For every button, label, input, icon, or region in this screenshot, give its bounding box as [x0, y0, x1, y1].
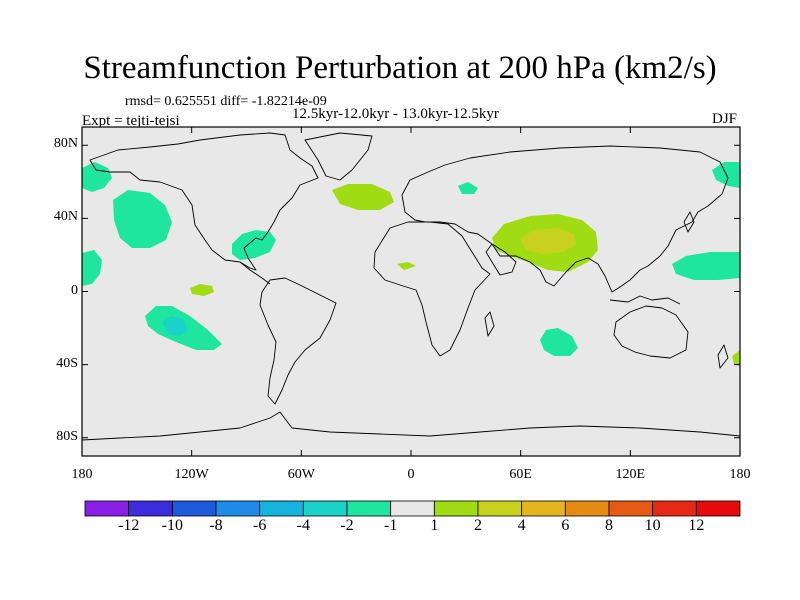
- colorbar-label: 10: [644, 517, 661, 534]
- coast-arabia: [485, 243, 517, 276]
- x-tick-label: 60W: [287, 467, 315, 482]
- colorbar-swatch: [84, 500, 130, 517]
- contour-south-indian-ocean-negative: [540, 328, 578, 356]
- coast-australia: [613, 305, 689, 359]
- colorbar-swatch: [302, 500, 348, 517]
- contour-west-pacific-negative: [672, 252, 740, 280]
- y-tick-label: 40S: [56, 355, 78, 371]
- colorbar-swatch: [215, 500, 261, 517]
- colorbar-swatch: [259, 500, 304, 517]
- experiment-label: Expt = tejti-tejsi: [82, 113, 180, 129]
- colorbar-label: -2: [340, 517, 354, 534]
- colorbar-swatch: [608, 500, 654, 517]
- coast-madagascar: [484, 311, 495, 337]
- coast-japan: [683, 211, 695, 233]
- contour-tropical-pacific-positive: [190, 284, 214, 296]
- coast-indonesia: [609, 295, 681, 305]
- contour-eurasia-negative: [458, 182, 478, 194]
- colorbar-label: 6: [561, 517, 570, 534]
- season-label: DJF: [712, 111, 738, 127]
- coast-central-america: [239, 261, 271, 285]
- colorbar-label: -8: [209, 517, 223, 534]
- contour-gulf-of-mexico-negative: [232, 230, 276, 260]
- colorbar-label: 4: [517, 517, 526, 534]
- colorbar-label: -1: [383, 517, 398, 534]
- coast-eurasia: [401, 145, 729, 293]
- map-background: [82, 127, 740, 456]
- colorbar-swatch: [128, 500, 173, 517]
- stats-label: rmsd= 0.625551 diff= -1.82214e-09: [125, 94, 327, 109]
- colorbar-swatch: [564, 500, 610, 517]
- colorbar-label: -12: [117, 517, 140, 534]
- x-tick-label: 120W: [174, 467, 209, 482]
- experiment-periods-label: 12.5kyr-12.0kyr - 13.0kyr-12.5kyr: [292, 106, 499, 122]
- contour-west-africa-positive: [397, 262, 416, 270]
- colorbar-swatch: [477, 500, 523, 517]
- x-tick-label: 60E: [509, 467, 532, 482]
- colorbar-swatch: [171, 500, 217, 517]
- contour-south-pacific-core: [162, 316, 188, 336]
- coast-new-zealand: [717, 344, 729, 369]
- coast-north-america: [89, 132, 319, 271]
- colorbar-label: -4: [296, 517, 310, 534]
- y-tick-label: 80S: [56, 428, 78, 444]
- contour-southwest-pacific-positive: [732, 350, 740, 366]
- coastlines: [82, 132, 740, 441]
- x-tick-label: 120E: [615, 467, 646, 482]
- colorbar-label: -6: [252, 517, 267, 534]
- colorbar-swatch: [695, 500, 741, 517]
- y-tick-label: 80N: [53, 136, 78, 152]
- colorbar-swatch: [521, 500, 566, 517]
- colorbar-label: 1: [430, 517, 439, 534]
- x-tick-label: 180: [71, 467, 93, 482]
- contour-dateline-north-negative: [82, 162, 112, 192]
- contour-south-asia-core: [520, 228, 576, 254]
- coast-africa: [373, 221, 491, 357]
- colorbar-swatch: [390, 500, 435, 517]
- colorbar-swatch: [433, 500, 479, 517]
- colorbar-label: 12: [688, 517, 705, 534]
- colorbar: [84, 500, 741, 517]
- coast-south-america: [259, 277, 337, 405]
- colorbar-label: 8: [605, 517, 613, 534]
- colorbar-swatch: [652, 500, 697, 517]
- coast-greenland: [304, 132, 373, 181]
- colorbar-label: -10: [161, 517, 183, 534]
- coast-antarctica: [82, 411, 740, 441]
- colorbar-label: 2: [474, 517, 482, 534]
- contour-north-pacific-east-negative: [113, 190, 172, 248]
- contour-north-atlantic-positive: [332, 184, 394, 210]
- colorbar-swatch: [346, 500, 392, 517]
- plot-title: Streamfunction Perturbation at 200 hPa (…: [83, 50, 717, 86]
- x-tick-label: 0: [407, 467, 415, 482]
- y-tick-label: 40N: [53, 209, 78, 225]
- contour-dateline-tropic-negative: [82, 250, 102, 286]
- map-frame: [81, 126, 741, 457]
- y-tick-label: 0: [71, 282, 78, 298]
- x-tick-label: 180: [729, 467, 751, 482]
